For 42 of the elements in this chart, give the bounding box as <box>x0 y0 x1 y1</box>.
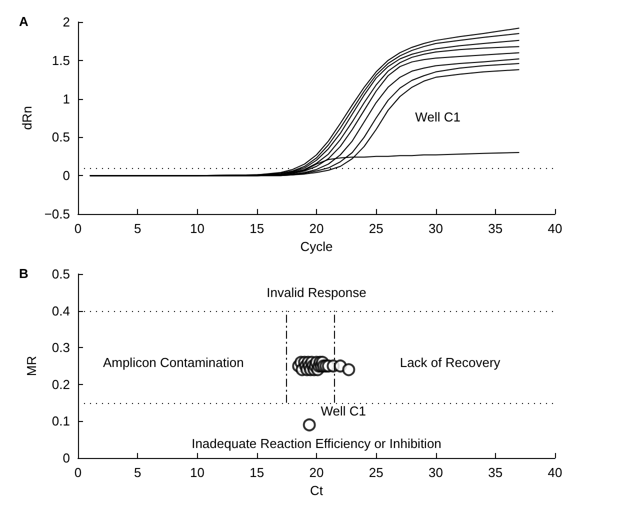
y-tick-label: 0.4 <box>52 303 70 318</box>
y-tick-label: 0.5 <box>52 266 70 282</box>
y-tick-label: 0 <box>62 168 70 184</box>
y-axis-title: MR <box>24 356 39 376</box>
x-tick-label: 10 <box>190 221 204 236</box>
x-tick-label: 15 <box>250 465 264 480</box>
annotation: Well C1 <box>320 403 366 418</box>
y-tick-label: 1 <box>62 91 70 106</box>
x-tick-label: 5 <box>134 465 142 480</box>
x-tick-label: 20 <box>309 465 324 480</box>
x-tick-label: 5 <box>134 221 142 236</box>
x-tick-label: 40 <box>548 465 562 480</box>
annotation: Well C1 <box>415 109 460 124</box>
annotation: Lack of Recovery <box>400 354 501 370</box>
y-tick-label: 0 <box>62 450 70 466</box>
annotation: Inadequate Reaction Efficiency or Inhibition <box>192 436 442 451</box>
chart-title: A <box>19 14 29 29</box>
x-tick-label: 25 <box>368 221 384 236</box>
x-tick-label: 25 <box>368 465 384 480</box>
y-tick-label: −0.5 <box>44 206 70 222</box>
annotation: Invalid Response <box>266 284 366 300</box>
y-axis-title: dRn <box>19 106 34 130</box>
x-tick-label: 30 <box>428 465 443 480</box>
x-tick-label: 35 <box>488 465 503 480</box>
x-axis-title: Ct <box>310 483 324 498</box>
x-tick-label: 15 <box>250 221 264 236</box>
x-tick-label: 35 <box>488 221 503 236</box>
x-tick-label: 0 <box>74 221 82 236</box>
x-tick-label: 20 <box>309 221 324 236</box>
chart-title: B <box>19 266 28 281</box>
y-tick-label: 0.2 <box>52 376 70 392</box>
x-tick-label: 10 <box>190 465 204 480</box>
x-tick-label: 0 <box>74 465 82 480</box>
y-tick-label: 0.3 <box>52 340 70 356</box>
y-tick-label: 0.5 <box>52 130 70 145</box>
annotation: Amplicon Contamination <box>102 354 244 370</box>
x-tick-label: 40 <box>548 221 562 236</box>
y-tick-label: 2 <box>62 14 70 30</box>
x-axis-title: Cycle <box>300 239 333 254</box>
y-tick-label: 1.5 <box>52 52 70 68</box>
y-tick-label: 0.1 <box>52 414 70 429</box>
x-tick-label: 30 <box>428 221 443 236</box>
